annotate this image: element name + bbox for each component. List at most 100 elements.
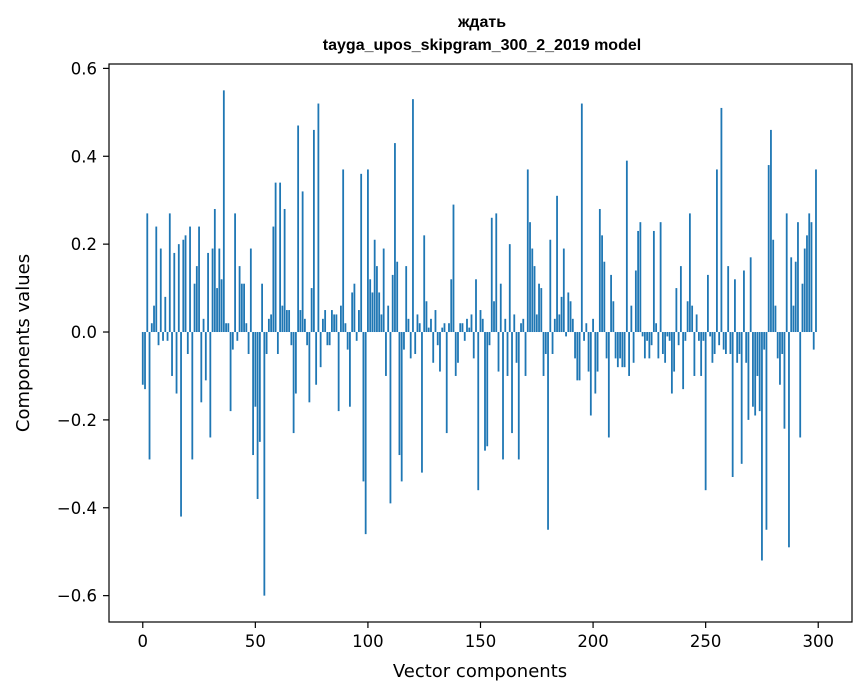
bar-162 xyxy=(506,332,509,376)
bar-280 xyxy=(772,239,775,333)
bar-30 xyxy=(209,332,212,438)
bar-163 xyxy=(508,244,511,333)
bar-16 xyxy=(177,244,180,333)
y-axis-label: Components values xyxy=(13,254,34,432)
bar-51 xyxy=(256,332,259,499)
x-tick-label-300: 300 xyxy=(802,632,834,651)
bar-282 xyxy=(776,332,779,359)
bar-144 xyxy=(466,318,468,333)
bar-229 xyxy=(657,332,660,359)
x-tick-label-100: 100 xyxy=(352,632,384,651)
bar-96 xyxy=(358,310,360,333)
bar-18 xyxy=(182,239,185,333)
bar-279 xyxy=(770,129,772,333)
bar-291 xyxy=(797,222,799,333)
bar-258 xyxy=(722,332,725,350)
bar-63 xyxy=(283,208,286,333)
bar-107 xyxy=(382,248,385,333)
bar-215 xyxy=(625,160,628,333)
bar-55 xyxy=(265,332,268,354)
bar-133 xyxy=(441,327,444,333)
bar-53 xyxy=(261,283,263,333)
bar-233 xyxy=(666,332,669,337)
bar-294 xyxy=(803,248,806,333)
bar-127 xyxy=(427,327,430,333)
bar-100 xyxy=(367,169,369,333)
bar-101 xyxy=(369,279,372,333)
bar-276 xyxy=(763,332,766,350)
bar-203 xyxy=(598,208,601,333)
bar-178 xyxy=(542,332,545,376)
bar-113 xyxy=(396,261,399,333)
bar-73 xyxy=(306,332,309,346)
bar-87 xyxy=(337,332,340,412)
bar-9 xyxy=(162,332,164,341)
bar-242 xyxy=(686,301,689,333)
bar-170 xyxy=(524,332,527,376)
bar-216 xyxy=(628,332,630,376)
bar-118 xyxy=(407,318,410,333)
bar-43 xyxy=(238,266,241,333)
bar-94 xyxy=(353,283,356,333)
bar-204 xyxy=(601,235,603,333)
bar-35 xyxy=(220,279,223,333)
bar-239 xyxy=(679,266,682,333)
bar-65 xyxy=(288,310,291,333)
bar-110 xyxy=(389,332,392,504)
bar-224 xyxy=(646,332,649,341)
bar-257 xyxy=(720,107,723,333)
bar-130 xyxy=(434,310,437,333)
bar-175 xyxy=(535,314,538,333)
bar-31 xyxy=(211,248,214,333)
bar-277 xyxy=(765,332,768,530)
bar-142 xyxy=(461,323,464,333)
bar-247 xyxy=(698,332,700,341)
bar-105 xyxy=(378,292,381,333)
x-tick-label-150: 150 xyxy=(465,632,497,651)
bar-112 xyxy=(394,143,396,333)
bar-15 xyxy=(175,332,178,394)
bar-250 xyxy=(704,332,707,491)
bar-137 xyxy=(450,279,453,333)
bar-160 xyxy=(502,332,504,460)
bar-47 xyxy=(247,332,250,354)
bar-68 xyxy=(294,332,297,394)
bar-89 xyxy=(342,169,345,333)
bar-198 xyxy=(587,332,590,372)
bar-46 xyxy=(245,323,248,333)
bar-69 xyxy=(297,125,300,333)
bar-199 xyxy=(589,332,592,416)
bar-106 xyxy=(380,314,383,333)
bar-261 xyxy=(729,332,732,354)
bar-296 xyxy=(808,213,811,333)
x-tick-label-0: 0 xyxy=(138,632,149,651)
bar-209 xyxy=(612,301,615,333)
bar-132 xyxy=(439,332,441,372)
bar-115 xyxy=(400,332,403,482)
bar-102 xyxy=(371,292,374,333)
bar-262 xyxy=(731,332,734,478)
chart-title-line1: ждать xyxy=(457,14,506,31)
bar-117 xyxy=(405,266,408,333)
bar-234 xyxy=(668,332,671,341)
y-tick-label-3: 0.0 xyxy=(71,323,97,342)
bar-289 xyxy=(792,305,795,333)
bar-139 xyxy=(454,332,457,376)
bar-120 xyxy=(412,99,414,333)
bar-275 xyxy=(761,332,763,561)
bar-173 xyxy=(531,248,534,333)
bar-192 xyxy=(574,332,576,359)
bar-207 xyxy=(607,332,610,438)
bar-278 xyxy=(767,165,770,333)
bar-146 xyxy=(470,314,473,333)
bar-11 xyxy=(166,332,169,341)
bar-50 xyxy=(254,332,257,407)
bar-272 xyxy=(754,332,757,416)
bar-171 xyxy=(526,169,529,333)
bar-274 xyxy=(758,332,761,412)
bar-182 xyxy=(551,332,554,354)
bar-8 xyxy=(159,248,162,333)
bar-179 xyxy=(544,332,547,354)
bar-61 xyxy=(279,182,282,333)
